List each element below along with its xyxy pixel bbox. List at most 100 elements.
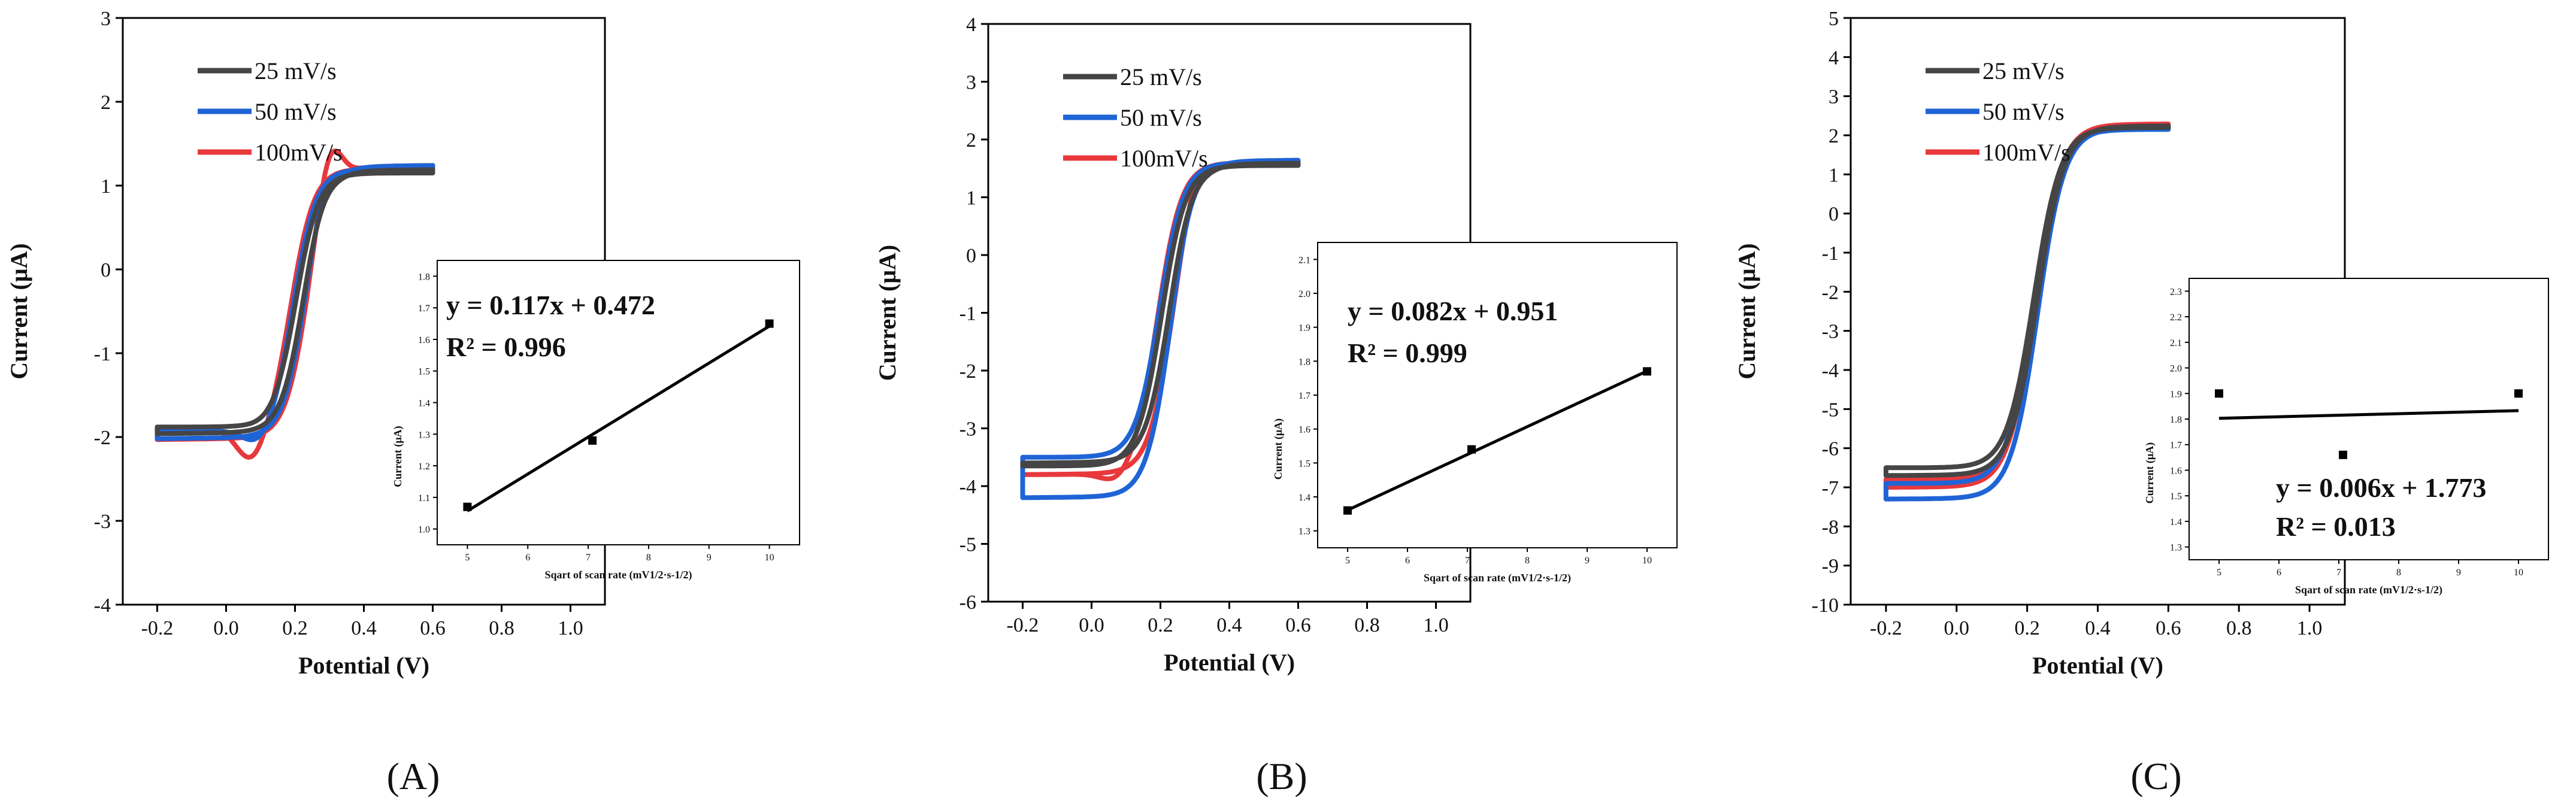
cv-curve-25mvs xyxy=(155,167,435,436)
legend-label: 50 mV/s xyxy=(1120,104,1202,131)
x-tick-label: 0.8 xyxy=(1354,614,1380,636)
fit-r-squared: R² = 0.013 xyxy=(2276,511,2396,542)
inset-y-axis-label: Current (μA) xyxy=(392,426,404,487)
inset-y-tick-label: 1.2 xyxy=(418,462,430,472)
inset-x-axis-label: Sqart of scan rate (mV1/2·s-1/2) xyxy=(1424,572,1571,584)
inset-y-tick-label: 1.8 xyxy=(418,272,430,282)
fit-equation: y = 0.082x + 0.951 xyxy=(1348,296,1558,326)
inset-x-tick-label: 5 xyxy=(465,553,470,563)
inset-frame xyxy=(437,260,800,545)
cv-panel-b: -0.2 0.0 0.2 0.4 0.6 0.8 1.0 -6 -5 -4 -3 -2 -1 0 1 2 3 4 P… xyxy=(874,14,1678,797)
inset-data-point xyxy=(765,319,774,328)
y-tick-label: 3 xyxy=(101,8,111,30)
legend-label: 25 mV/s xyxy=(1120,63,1202,90)
y-tick-label: -4 xyxy=(94,594,111,617)
inset-y-tick-label: 1.7 xyxy=(1298,391,1310,401)
y-tick-label: 4 xyxy=(1829,47,1839,69)
x-tick-label: 1.0 xyxy=(2297,617,2323,639)
x-tick-label: 0.0 xyxy=(1079,614,1104,636)
inset-x-axis-label: Sqart of scan rate (mV1/2·s-1/2) xyxy=(2295,584,2442,596)
legend-label: 100mV/s xyxy=(1982,139,2071,166)
inset-frame xyxy=(2188,278,2549,560)
inset-x-tick-label: 6 xyxy=(1405,556,1410,566)
inset-data-point xyxy=(1467,445,1476,454)
legend-label: 50 mV/s xyxy=(1982,98,2065,125)
inset-plot: 5 6 7 8 9 10 1.3 1.4 1.5 1.6 1.7 1.8 1.9 2.0 2.1 2.2 2.3… xyxy=(2144,278,2549,596)
y-tick-label: -4 xyxy=(1822,360,1839,382)
cv-curve-50mvs xyxy=(1883,125,2171,502)
x-tick-label: -0.2 xyxy=(1870,617,1902,639)
y-tick-label: 0 xyxy=(966,245,976,267)
inset-y-tick-label: 1.9 xyxy=(1298,323,1310,333)
inset-y-tick-label: 1.1 xyxy=(418,493,430,503)
inset-y-tick-label: 1.5 xyxy=(1298,459,1310,469)
x-tick-label: 0.4 xyxy=(351,617,377,639)
legend-label: 50 mV/s xyxy=(255,98,337,125)
y-axis-label: Current (μA) xyxy=(1733,243,1760,379)
inset-x-tick-label: 9 xyxy=(1585,556,1590,566)
y-tick-label: -3 xyxy=(959,418,976,441)
inset-x-tick-label: 10 xyxy=(1642,556,1652,566)
inset-y-tick-label: 1.6 xyxy=(418,335,430,345)
inset-x-tick-label: 6 xyxy=(525,553,530,563)
y-tick-label: -7 xyxy=(1822,477,1839,499)
y-tick-label: 1 xyxy=(966,187,976,210)
inset-y-tick-label: 1.4 xyxy=(2170,517,2182,527)
inset-x-tick-label: 7 xyxy=(2336,568,2341,578)
inset-fit-line xyxy=(2218,409,2519,420)
inset-y-tick-label: 1.4 xyxy=(1298,493,1310,503)
legend-label: 100mV/s xyxy=(255,139,343,166)
y-tick-label: -5 xyxy=(1822,399,1839,421)
inset-x-tick-label: 10 xyxy=(2514,568,2523,578)
inset-x-tick-label: 8 xyxy=(646,553,651,563)
x-tick-label: -0.2 xyxy=(1007,614,1039,636)
cv-curve-100mvs xyxy=(1883,122,2171,490)
inset-y-tick-label: 1.7 xyxy=(2170,441,2182,451)
inset-x-tick-label: 9 xyxy=(707,553,712,563)
x-tick-label: 0.4 xyxy=(1216,614,1242,636)
cv-panel-c: -0.2 0.0 0.2 0.4 0.6 0.8 1.0-10-9-8-7-6-5-4-3-… xyxy=(1733,8,2549,797)
y-tick-label: -1 xyxy=(1822,242,1839,265)
x-tick-label: 0.2 xyxy=(1148,614,1173,636)
x-axis-label: Potential (V) xyxy=(298,652,429,679)
y-axis-label: Current (μA) xyxy=(874,245,901,381)
inset-y-tick-label: 1.7 xyxy=(418,304,430,314)
y-tick-label: 2 xyxy=(101,92,111,114)
x-tick-label: 0.6 xyxy=(1285,614,1311,636)
inset-x-tick-label: 5 xyxy=(1345,556,1350,566)
inset-x-tick-label: 9 xyxy=(2456,568,2461,578)
inset-x-tick-label: 8 xyxy=(1525,556,1530,566)
inset-data-point xyxy=(2514,389,2523,398)
y-tick-label: 3 xyxy=(1829,86,1839,108)
inset-y-tick-label: 1.3 xyxy=(2170,543,2182,553)
inset-y-tick-label: 1.6 xyxy=(1298,425,1310,435)
fit-r-squared: R² = 0.996 xyxy=(446,332,566,362)
inset-y-tick-label: 1.4 xyxy=(418,399,430,409)
y-tick-label: -1 xyxy=(94,343,111,365)
panel-label: (C) xyxy=(2130,755,2181,797)
inset-fit-line xyxy=(467,324,770,512)
panel-label: (B) xyxy=(1256,755,1307,797)
y-tick-label: -2 xyxy=(959,360,976,383)
inset-y-axis-label: Current (μA) xyxy=(2144,442,2156,503)
inset-y-tick-label: 2.3 xyxy=(2170,287,2182,297)
inset-plot: 5 6 7 8 9 10 1.3 1.4 1.5 1.6 1.7 1.8 1.9 2.0 2.1 Sqart … xyxy=(1272,242,1678,584)
y-tick-label: -10 xyxy=(1812,594,1839,617)
y-tick-label: 2 xyxy=(966,129,976,151)
y-tick-label: -3 xyxy=(94,511,111,533)
inset-x-tick-label: 7 xyxy=(586,553,591,563)
y-tick-label: -2 xyxy=(1822,281,1839,304)
inset-data-point xyxy=(1343,506,1352,515)
inset-data-point xyxy=(2215,389,2223,398)
inset-y-tick-label: 2.0 xyxy=(2170,364,2182,374)
x-tick-label: -0.2 xyxy=(141,617,174,639)
fit-equation: y = 0.006x + 1.773 xyxy=(2276,472,2486,503)
x-tick-label: 0.0 xyxy=(213,617,239,639)
inset-y-tick-label: 1.6 xyxy=(2170,466,2182,476)
x-tick-label: 0.6 xyxy=(2156,617,2181,639)
x-axis-label: Potential (V) xyxy=(1164,649,1295,676)
y-tick-label: 3 xyxy=(966,72,976,94)
y-tick-label: 1 xyxy=(1829,164,1839,186)
inset-x-tick-label: 10 xyxy=(765,553,774,563)
